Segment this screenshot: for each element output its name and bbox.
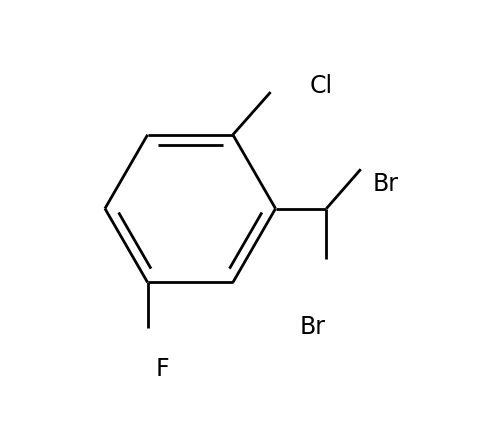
Text: Cl: Cl xyxy=(310,74,333,98)
Text: Br: Br xyxy=(372,172,398,196)
Text: Br: Br xyxy=(300,315,326,339)
Text: F: F xyxy=(156,357,169,381)
